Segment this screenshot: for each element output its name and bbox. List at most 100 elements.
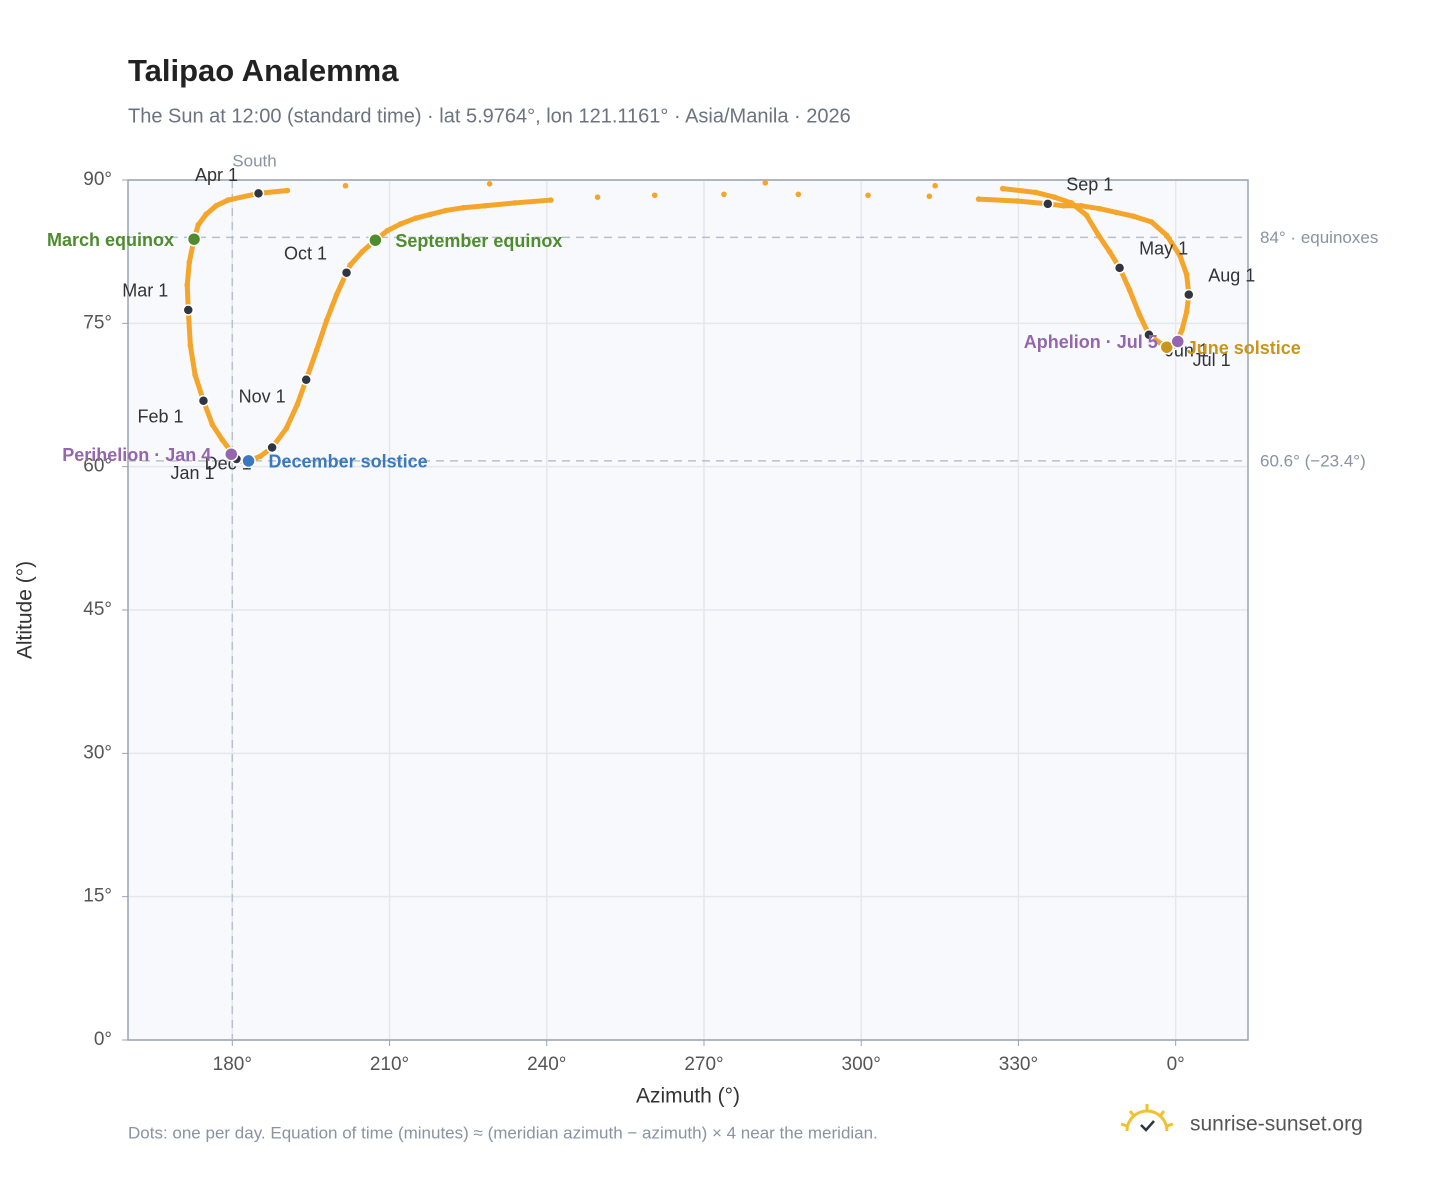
daily-dot [1126, 287, 1133, 293]
daily-dot [209, 421, 216, 428]
x-tick-label: 0° [1167, 1054, 1185, 1075]
daily-dot [225, 197, 231, 203]
analemma-segment [187, 342, 198, 378]
month-label: Mar 1 [122, 281, 168, 301]
daily-dot [1051, 194, 1058, 200]
daily-dot [1096, 205, 1103, 212]
month-marker [1183, 288, 1195, 301]
analemma-segment [1096, 232, 1113, 255]
x-tick-label: 180° [213, 1054, 252, 1075]
daily-dot [283, 425, 290, 432]
month-marker [182, 304, 195, 316]
month-label: Jan 1 [170, 463, 214, 483]
analemma-segment [1000, 186, 1039, 195]
daily-dot [548, 197, 554, 203]
daily-dot [932, 182, 938, 189]
month-label: Apr 1 [195, 165, 238, 185]
analemma-segment [1078, 203, 1103, 212]
daily-dot [795, 191, 802, 198]
event-label: Perihelion · Jan 4 [62, 445, 211, 465]
daily-dot [347, 262, 354, 268]
event-marker [1159, 339, 1175, 355]
event-label: June solstice [1187, 338, 1301, 358]
daily-dot [313, 347, 320, 353]
daily-dot [1060, 203, 1067, 209]
event-marker [1170, 334, 1186, 349]
y-tick-label: 60° [83, 456, 112, 477]
daily-dot [397, 221, 404, 227]
daily-dot [427, 211, 434, 218]
analemma-segment [1084, 212, 1102, 238]
event-marker [368, 232, 383, 248]
analemma-segment [443, 205, 466, 214]
analemma-segment [324, 292, 340, 323]
analemma-segment [314, 317, 330, 353]
daily-dot [1183, 271, 1190, 278]
daily-dot [1155, 338, 1161, 345]
brand-logo [1120, 1104, 1174, 1132]
month-label: Sep 1 [1066, 175, 1113, 195]
plot-border [127, 179, 1249, 1041]
daily-dot [1106, 248, 1113, 255]
analemma-segment [1149, 219, 1170, 238]
daily-dot [1148, 219, 1155, 225]
month-label: Aug 1 [1208, 265, 1255, 285]
month-label: May 1 [1139, 239, 1188, 259]
daily-dot [203, 211, 209, 218]
month-marker [197, 394, 210, 407]
analemma-segment [460, 203, 488, 211]
daily-dot [412, 215, 419, 222]
daily-dot [284, 187, 291, 194]
daily-dot [511, 200, 518, 206]
daily-dot [486, 181, 493, 187]
month-marker [1143, 329, 1155, 341]
analemma-segment [512, 197, 554, 206]
daily-dot [213, 203, 219, 209]
daily-dot [333, 291, 340, 298]
analemma-segment [1179, 309, 1190, 333]
event-label: March equinox [47, 230, 174, 250]
daily-dot [762, 180, 769, 186]
chart-subtitle: The Sun at 12:00 (standard time) · lat 5… [128, 105, 851, 127]
daily-dot [1177, 252, 1183, 259]
y-tick-label: 0° [94, 1029, 112, 1050]
daily-dot [926, 193, 933, 200]
analemma-segment [1097, 206, 1119, 215]
month-marker [1113, 262, 1126, 274]
daily-dot [195, 222, 202, 228]
daily-dot [187, 342, 194, 349]
analemma-segment [482, 200, 518, 209]
event-marker [223, 446, 239, 462]
daily-dot [219, 437, 226, 443]
x-tick-label: 240° [527, 1054, 566, 1075]
event-label: December solstice [269, 452, 428, 472]
daily-dot [1095, 232, 1102, 239]
x-tick-label: 330° [999, 1054, 1038, 1075]
month-label: Dec 1 [205, 453, 252, 473]
analemma-segment [1033, 189, 1058, 200]
reference-label: 60.6° (−23.4°) [1260, 451, 1366, 470]
daily-dot [999, 185, 1006, 192]
daily-dot [257, 453, 264, 459]
daily-dot [1130, 213, 1137, 220]
analemma-segment [184, 259, 192, 288]
daily-dot [1083, 212, 1090, 219]
analemma-segment [976, 196, 1020, 204]
daily-dot [184, 282, 191, 288]
y-tick-label: 45° [83, 599, 112, 620]
daily-dot [865, 192, 871, 199]
chart-title: Talipao Analemma [128, 53, 399, 88]
x-tick-label: 210° [370, 1054, 409, 1075]
daily-dot [192, 372, 198, 378]
daily-dot [342, 182, 349, 189]
reference-label: 84° · equinoxes [1260, 228, 1378, 247]
event-label: September equinox [395, 231, 562, 251]
daily-dot [1113, 209, 1120, 216]
daily-dot [1183, 309, 1190, 315]
daily-dot [1136, 311, 1143, 318]
daily-dot [721, 191, 727, 198]
analemma-segment [1052, 194, 1074, 206]
daily-dot [1078, 203, 1085, 209]
